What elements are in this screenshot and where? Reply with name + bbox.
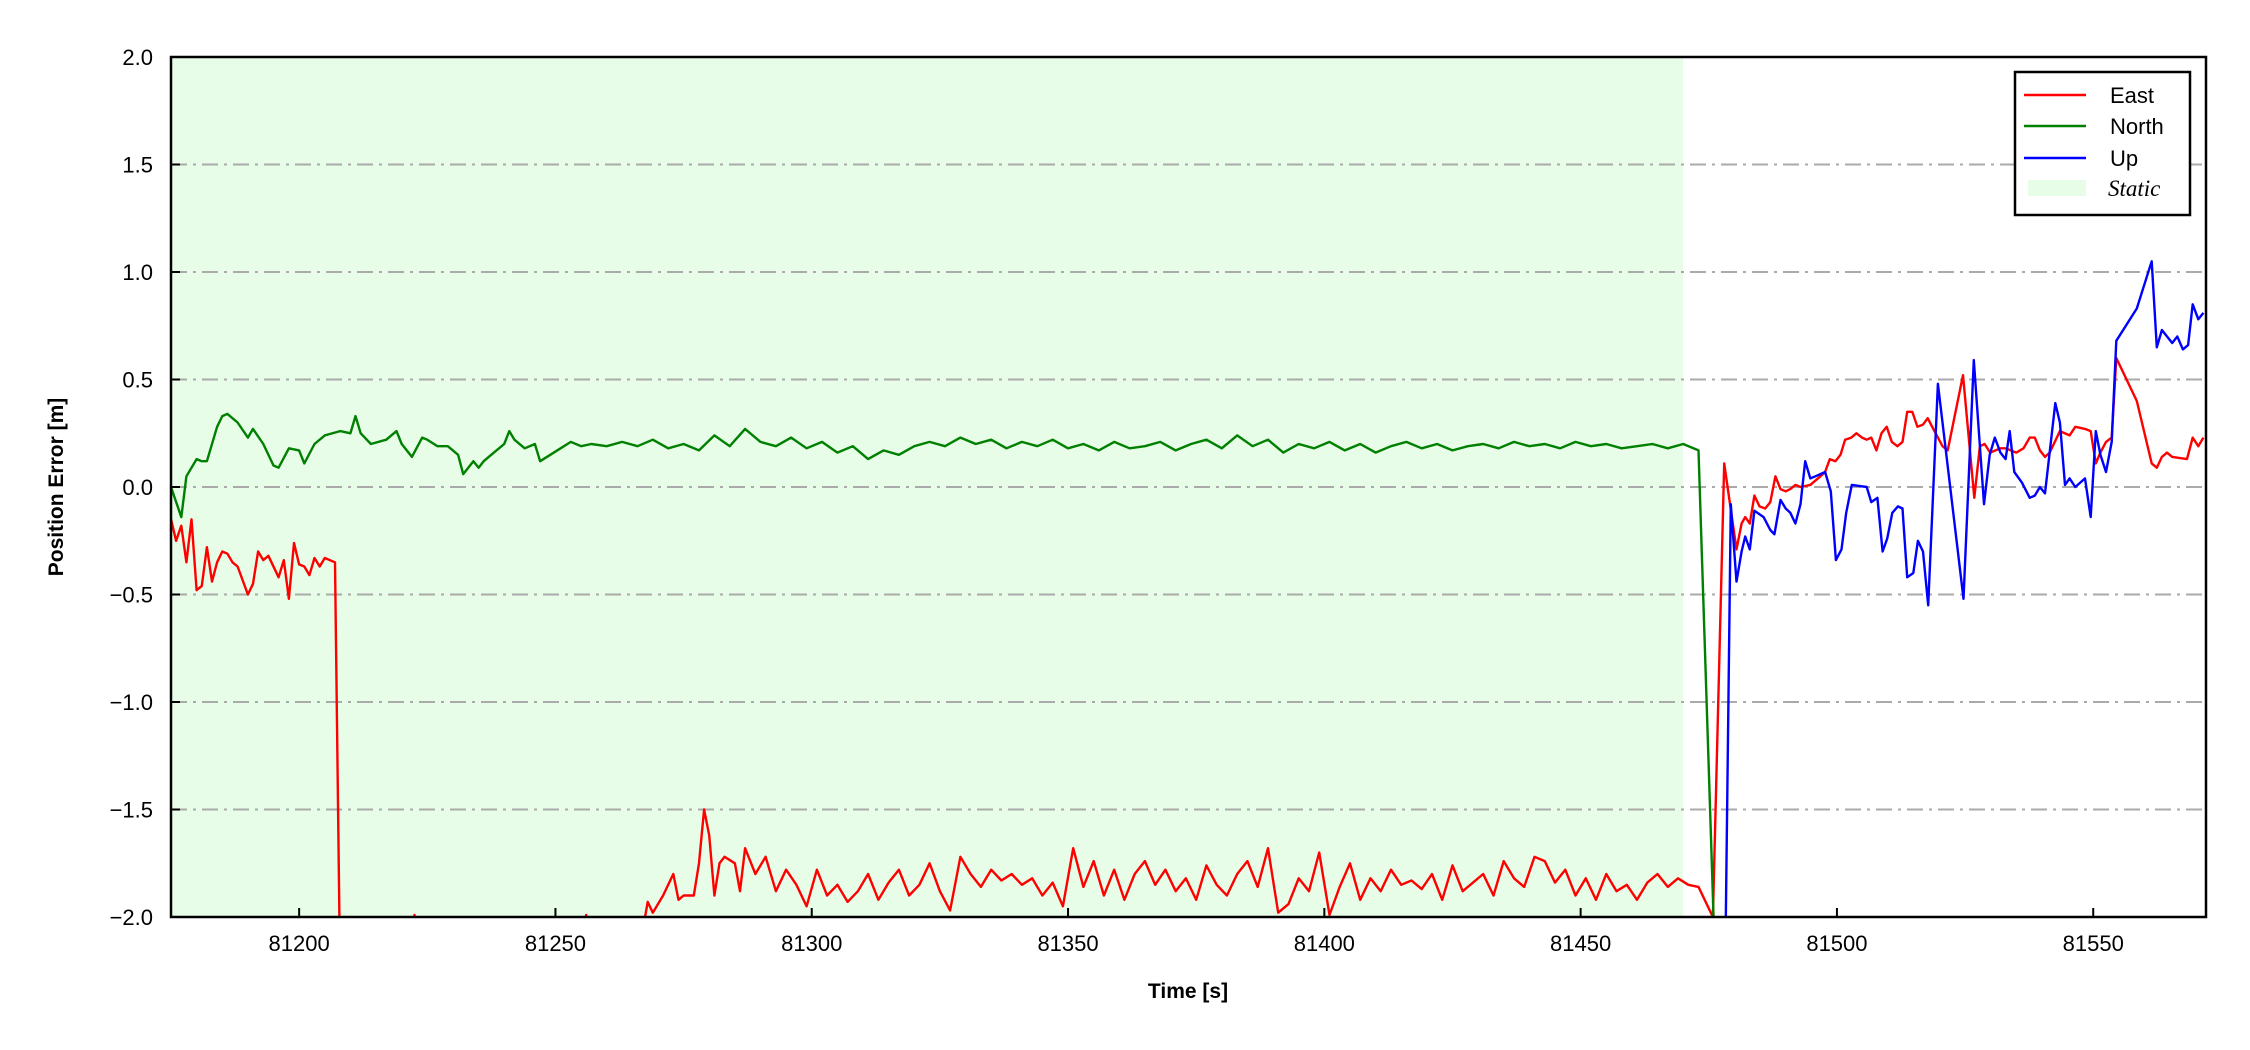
x-tick-label: 81550 [2063,931,2124,956]
series-line-up [1724,260,2205,917]
x-tick-label: 81450 [1550,931,1611,956]
legend-swatch-static [2028,180,2086,196]
legend-label-up: Up [2110,146,2138,171]
y-tick-label: 1.5 [122,153,153,178]
y-tick-label: 0.5 [122,368,153,393]
y-tick-label: −2.0 [110,905,153,930]
y-tick-label: −1.0 [110,690,153,715]
y-tick-label: 1.0 [122,260,153,285]
x-tick-label: 81500 [1806,931,1867,956]
axis-ticks: −2.0 −1.5 −1.0 −0.5 0.0 0.5 1.0 1.5 2.0 81200 8125… [110,45,2124,956]
series-line-north [171,412,1715,917]
y-tick-label: −0.5 [110,583,153,608]
y-tick-label: −1.5 [110,798,153,823]
y-axis-label: Position Error [m] [45,398,68,577]
y-tick-label: 2.0 [122,45,153,70]
x-tick-label: 81250 [525,931,586,956]
x-tick-label: 81350 [1037,931,1098,956]
x-axis-label: Time [s] [1148,980,1228,1003]
series-line-east [171,356,2205,917]
x-tick-label: 81400 [1294,931,1355,956]
x-tick-label: 81200 [269,931,330,956]
legend-label-static: Static [2108,176,2160,201]
legend: East North Up Static [2013,70,2192,217]
series-lines [171,260,2205,917]
legend-label-east: East [2110,83,2154,108]
y-tick-label: 0.0 [122,475,153,500]
x-tick-label: 81300 [781,931,842,956]
legend-label-north: North [2110,114,2164,139]
